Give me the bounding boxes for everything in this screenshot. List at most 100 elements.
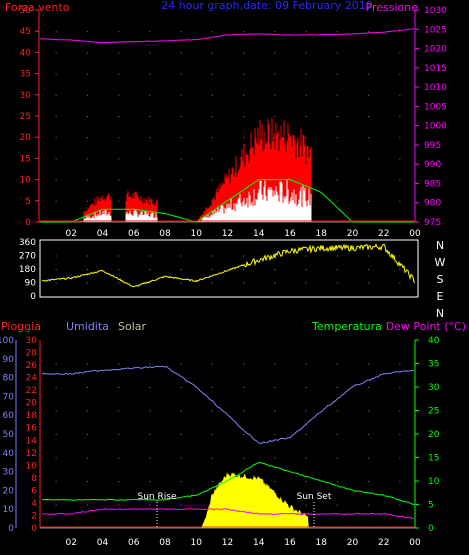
grid-dot: [149, 116, 151, 117]
grid-dot: [211, 481, 213, 482]
wind-tick-label: 25: [20, 112, 31, 122]
x-tick-label: 10: [191, 229, 203, 239]
grid-dot: [243, 31, 245, 33]
grid-dot: [149, 158, 151, 160]
grid-dot: [368, 73, 370, 75]
grid-dot: [368, 387, 370, 388]
grid-dot: [55, 282, 57, 284]
temperature-tick-label: 30: [428, 383, 440, 393]
grid-dot: [180, 52, 182, 54]
sunset-label: Sun Set: [297, 492, 332, 502]
grid-dot: [211, 363, 213, 365]
grid-dot: [118, 457, 120, 459]
grid-dot: [86, 52, 88, 54]
x-tick-label: 14: [253, 229, 265, 239]
dir-tick-label: 360: [19, 238, 36, 248]
grid-dot: [55, 52, 57, 54]
humidity-tick-label: 50: [3, 430, 15, 440]
grid-dot: [86, 94, 88, 96]
rain-tick-label: 16: [26, 424, 38, 434]
grid-dot: [243, 282, 245, 284]
x-tick-label: 14: [253, 538, 265, 548]
dir-line: [41, 243, 416, 288]
grid-dot: [55, 255, 57, 257]
grid-dot: [211, 269, 213, 270]
grid-dot: [368, 481, 370, 482]
grid-dot: [243, 137, 245, 139]
grid-dot: [368, 158, 370, 160]
grid-dot: [86, 137, 88, 139]
grid-dot: [305, 282, 307, 284]
grid-dot: [274, 269, 276, 270]
grid-dot: [180, 137, 182, 139]
grid-dot: [243, 269, 245, 270]
wind-tick-label: 5: [25, 197, 31, 207]
grid-dot: [118, 387, 120, 388]
grid-dot: [274, 387, 276, 388]
grid-dot: [118, 200, 120, 202]
rain-tick-label: 4: [31, 499, 37, 509]
humidity-tick-label: 90: [3, 355, 15, 365]
pressure-tick-label: 1030: [424, 6, 447, 16]
grid-dot: [368, 94, 370, 96]
pressure-tick-label: 975: [424, 218, 441, 228]
grid-dot: [211, 457, 213, 459]
wind-tick-label: 40: [20, 48, 32, 58]
grid-dot: [86, 434, 88, 435]
x-tick-label: 20: [347, 229, 359, 239]
grid-dot: [149, 363, 151, 365]
grid-dot: [118, 52, 120, 54]
grid-dot: [149, 179, 151, 181]
grid-dot: [336, 363, 338, 365]
grid-dot: [336, 481, 338, 482]
grid-dot: [55, 434, 57, 435]
grid-dot: [86, 31, 88, 33]
pressure-right-axis: 975 980 985 990 995 1000 1005 1010 1015 1020 1025 1…: [415, 6, 447, 228]
grid-dot: [180, 158, 182, 160]
humidity-tick-label: 60: [3, 411, 15, 421]
humidity-tick-label: 100: [0, 336, 14, 346]
grid-dot: [274, 457, 276, 459]
wind-tick-label: 10: [20, 176, 32, 186]
grid-dot: [274, 363, 276, 365]
rain-tick-label: 28: [26, 349, 38, 359]
grid-dot: [368, 457, 370, 459]
grid-dot: [55, 410, 57, 412]
grid-dot: [180, 73, 182, 75]
grid-dot: [336, 410, 338, 412]
grid-dot: [86, 457, 88, 459]
grid-dot: [243, 73, 245, 75]
grid-dot: [55, 116, 57, 117]
humidity-tick-label: 70: [3, 392, 15, 402]
rain-tick-label: 26: [26, 361, 38, 371]
grid-dot: [118, 481, 120, 482]
grid-dot: [274, 282, 276, 284]
rain-tick-label: 8: [31, 474, 37, 484]
grid-dot: [149, 137, 151, 139]
dir-grid: [55, 255, 401, 284]
grid-dot: [399, 137, 401, 139]
grid-dot: [368, 179, 370, 181]
grid-dot: [118, 179, 120, 181]
humidity-axis: 0 10 20 30 40 50 60 70 80 90 100: [0, 336, 14, 534]
grid-dot: [211, 179, 213, 181]
x-tick-label: 06: [128, 229, 140, 239]
grid-dot: [86, 481, 88, 482]
temperature-axis: 0 5 10 15 20 25 30 35 40: [415, 336, 440, 534]
grid-dot: [149, 504, 151, 506]
grid-dot: [368, 52, 370, 54]
x-tick-label: 12: [222, 538, 233, 548]
grid-dot: [149, 31, 151, 33]
grid-dot: [180, 387, 182, 388]
grid-dot: [305, 158, 307, 160]
grid-dot: [180, 282, 182, 284]
grid-dot: [180, 200, 182, 202]
grid-dot: [180, 255, 182, 257]
grid-dot: [118, 137, 120, 139]
grid-dot: [243, 387, 245, 388]
grid-dot: [211, 137, 213, 139]
wind-tick-label: 50: [20, 6, 32, 16]
grid-dot: [305, 255, 307, 257]
humidity-tick-label: 0: [8, 524, 14, 534]
